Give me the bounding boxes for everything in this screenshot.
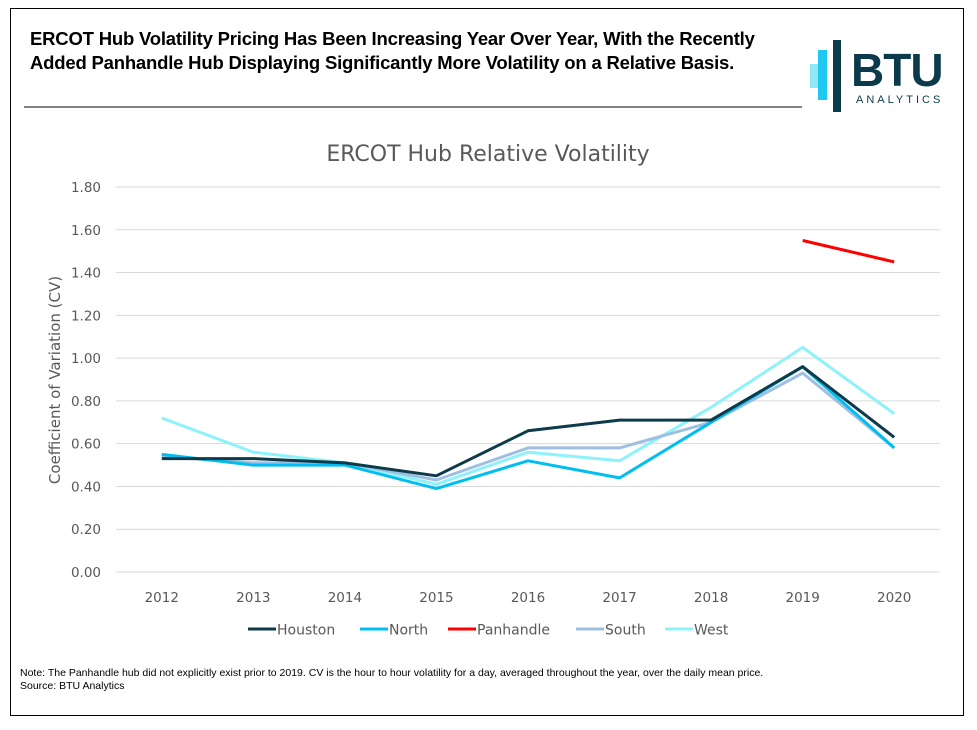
- y-axis-label: Coefficient of Variation (CV): [46, 276, 64, 484]
- y-tick-label: 1.80: [71, 180, 101, 196]
- gridlines: [116, 186, 940, 573]
- footnote: Note: The Panhandle hub did not explicit…: [20, 667, 920, 693]
- y-tick-label: 1.60: [71, 223, 101, 239]
- x-tick-labels: 2012 2013 2014 2015 2016 2017 2018 2019 2020: [145, 590, 912, 606]
- y-tick-label: 1.40: [71, 266, 101, 282]
- btu-analytics-logo: BTU ANALYTICS: [810, 40, 944, 112]
- header-divider: [24, 106, 802, 108]
- y-tick-label: 0.00: [71, 565, 101, 581]
- x-tick-label: 2015: [419, 590, 453, 606]
- logo-bar-light: [810, 64, 818, 88]
- x-tick-label: 2014: [328, 590, 362, 606]
- figure-frame: [10, 8, 964, 716]
- y-tick-label: 0.40: [71, 479, 101, 495]
- series-line-north: [161, 365, 896, 491]
- legend-label: West: [694, 623, 729, 639]
- x-tick-label: 2017: [602, 590, 636, 606]
- headline: ERCOT Hub Volatility Pricing Has Been In…: [30, 28, 755, 73]
- legend-label: North: [389, 623, 428, 639]
- x-tick-label: 2016: [511, 590, 545, 606]
- x-tick-label: 2018: [694, 590, 728, 606]
- legend-label: South: [605, 623, 646, 639]
- x-tick-label: 2020: [877, 590, 911, 606]
- footnote-text: Note: The Panhandle hub did not explicit…: [20, 667, 764, 679]
- series-line-south: [161, 371, 896, 482]
- legend-item-houston: Houston: [248, 623, 335, 639]
- x-tick-label: 2012: [145, 590, 179, 606]
- legend-item-panhandle: Panhandle: [448, 623, 550, 639]
- x-tick-label: 2019: [785, 590, 819, 606]
- y-tick-labels: 0.00 0.20 0.40 0.60 0.80 1.00 1.20 1.40 1.60 1.80: [71, 180, 101, 581]
- logo-brand: BTU: [851, 44, 943, 96]
- y-tick-label: 0.80: [71, 394, 101, 410]
- y-tick-label: 1.00: [71, 351, 101, 367]
- series-line-west: [161, 345, 896, 486]
- series-line-houston: [161, 365, 896, 478]
- source-text: Source: BTU Analytics: [20, 680, 125, 692]
- logo-sub: ANALYTICS: [856, 94, 943, 106]
- logo-bar-dark: [833, 40, 841, 112]
- legend: Houston North Panhandle South West: [248, 623, 729, 639]
- logo-bar-mid: [818, 50, 827, 100]
- y-tick-label: 0.20: [71, 522, 101, 538]
- legend-item-north: North: [360, 623, 428, 639]
- x-tick-label: 2013: [236, 590, 270, 606]
- series-line-panhandle: [802, 239, 895, 264]
- legend-label: Panhandle: [477, 623, 550, 639]
- legend-label: Houston: [277, 623, 335, 639]
- legend-item-west: West: [665, 623, 729, 639]
- y-tick-label: 0.60: [71, 437, 101, 453]
- chart-title: ERCOT Hub Relative Volatility: [326, 142, 649, 167]
- y-tick-label: 1.20: [71, 308, 101, 324]
- bars-icon: [810, 40, 841, 112]
- legend-item-south: South: [576, 623, 646, 639]
- series-lines: [161, 239, 896, 491]
